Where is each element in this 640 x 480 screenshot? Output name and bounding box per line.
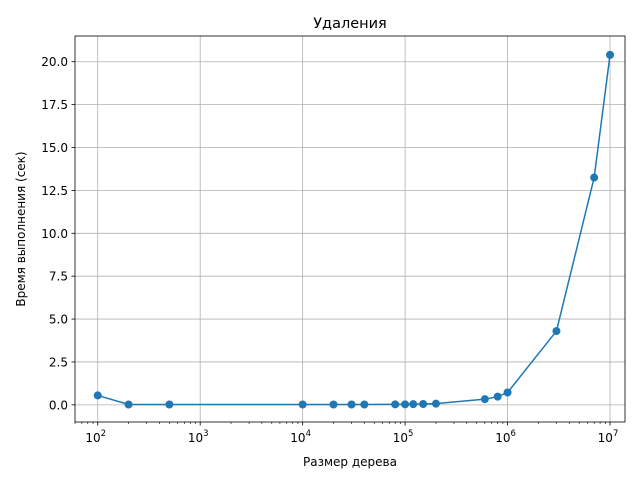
y-tick-label: 15.0 xyxy=(41,141,68,155)
data-point xyxy=(401,400,410,409)
x-tick-base: 10 xyxy=(290,431,305,445)
data-point xyxy=(431,399,440,408)
data-point xyxy=(493,392,502,401)
x-tick-base: 10 xyxy=(188,431,203,445)
data-point xyxy=(329,400,338,409)
x-tick-label: 103 xyxy=(188,429,209,445)
data-point xyxy=(409,400,418,409)
data-point xyxy=(391,400,400,409)
x-tick-exponent: 6 xyxy=(510,429,515,439)
data-point xyxy=(480,395,489,404)
y-axis-label: Время выполнения (сек) xyxy=(14,151,28,306)
y-tick-label: 17.5 xyxy=(41,98,68,112)
data-point xyxy=(419,399,428,408)
x-tick-exponent: 2 xyxy=(101,429,106,439)
x-tick-base: 10 xyxy=(495,431,510,445)
plot-frame xyxy=(74,35,626,423)
data-point xyxy=(503,388,512,397)
data-series xyxy=(93,50,615,409)
y-tick-label: 7.5 xyxy=(49,270,68,284)
data-point xyxy=(590,173,599,182)
x-tick-base: 10 xyxy=(393,431,408,445)
y-tick-label: 0.0 xyxy=(49,398,68,412)
axis-ticks xyxy=(71,61,611,426)
x-tick-exponent: 5 xyxy=(408,429,413,439)
y-tick-label: 12.5 xyxy=(41,184,68,198)
y-tick-label: 5.0 xyxy=(49,313,68,327)
x-tick-label: 102 xyxy=(85,429,106,445)
data-point xyxy=(93,391,102,400)
data-point xyxy=(298,400,307,409)
x-tick-label: 107 xyxy=(598,429,619,445)
y-tick-label: 10.0 xyxy=(41,227,68,241)
x-tick-base: 10 xyxy=(85,431,100,445)
x-tick-exponent: 3 xyxy=(203,429,208,439)
data-point xyxy=(124,400,133,409)
y-tick-label: 2.5 xyxy=(49,355,68,369)
x-tick-base: 10 xyxy=(598,431,613,445)
x-axis-label: Размер дерева xyxy=(303,455,397,469)
data-point xyxy=(606,50,615,59)
x-tick-exponent: 4 xyxy=(306,429,311,439)
x-tick-label: 104 xyxy=(290,429,311,445)
chart-title: Удаления xyxy=(313,16,387,32)
grid-lines xyxy=(75,36,625,422)
series-line xyxy=(97,54,611,406)
data-point xyxy=(347,400,356,409)
data-point xyxy=(360,400,369,409)
x-tick-exponent: 7 xyxy=(613,429,618,439)
y-tick-label: 20.0 xyxy=(41,55,68,69)
data-point xyxy=(165,400,174,409)
x-tick-label: 105 xyxy=(393,429,414,445)
tick-labels: 102 103 104 105 106 1070.02.55.07.510.012.515… xyxy=(41,55,618,445)
data-point xyxy=(552,327,561,336)
x-tick-label: 106 xyxy=(495,429,516,445)
